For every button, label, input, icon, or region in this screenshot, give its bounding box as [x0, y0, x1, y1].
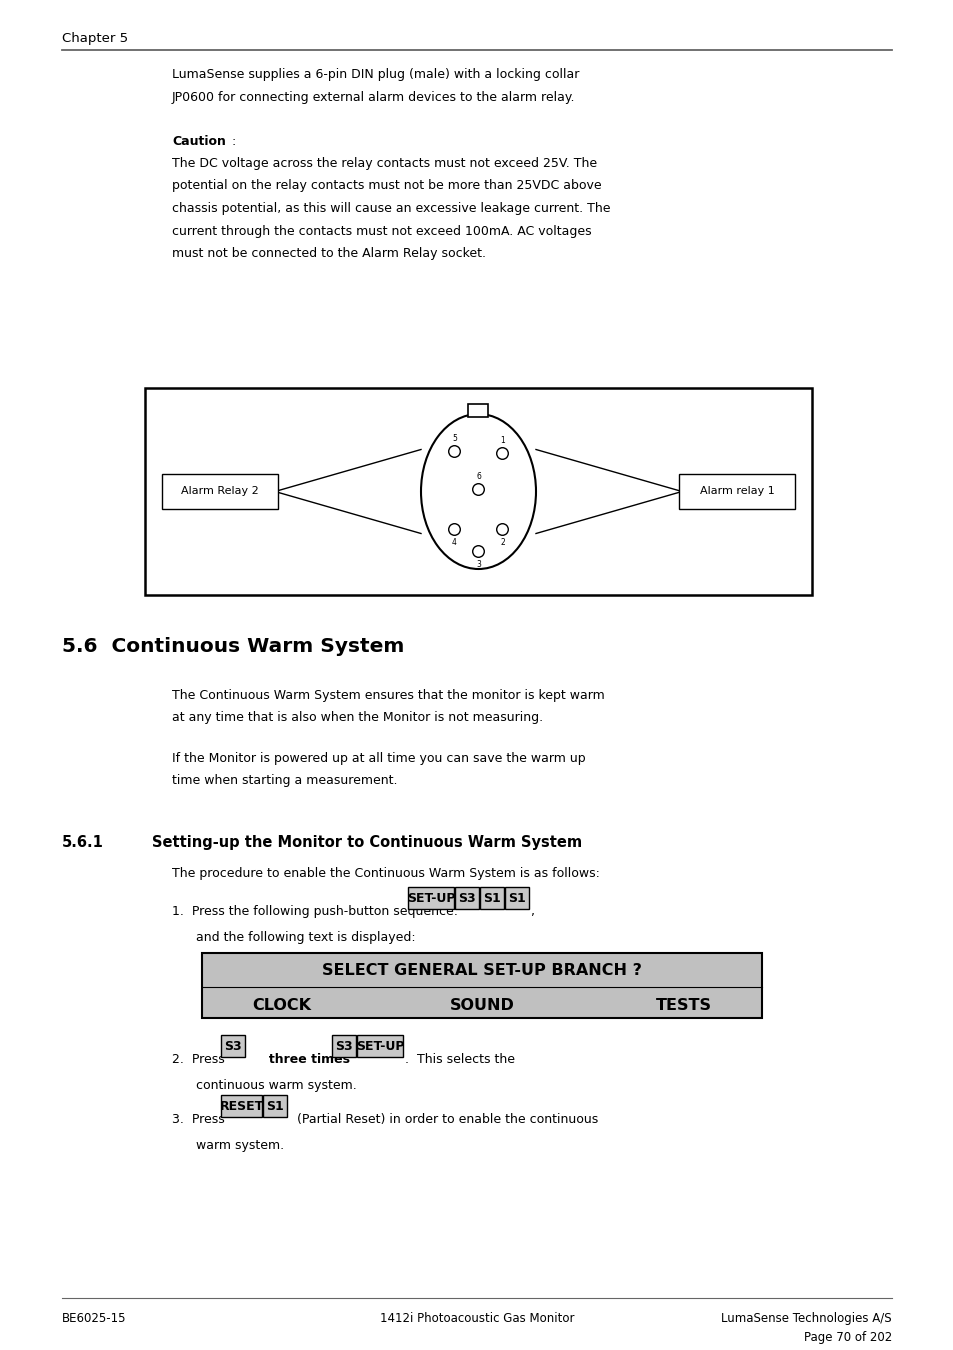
Text: S3: S3	[335, 1040, 353, 1053]
Text: Page 70 of 202: Page 70 of 202	[803, 1331, 891, 1345]
Text: TESTS: TESTS	[656, 998, 711, 1012]
Circle shape	[497, 448, 508, 459]
Text: S3: S3	[457, 891, 476, 904]
Text: warm system.: warm system.	[195, 1139, 284, 1152]
FancyBboxPatch shape	[504, 887, 528, 909]
Text: 3: 3	[476, 560, 480, 570]
FancyBboxPatch shape	[332, 1035, 355, 1057]
Text: three times: three times	[247, 1053, 355, 1066]
Bar	[202, 953, 761, 1018]
Text: Alarm Relay 2: Alarm Relay 2	[181, 486, 258, 497]
Text: Alarm relay 1: Alarm relay 1	[699, 486, 774, 497]
Circle shape	[497, 524, 508, 536]
Text: at any time that is also when the Monitor is not measuring.: at any time that is also when the Monito…	[172, 711, 542, 725]
Text: S1: S1	[266, 1099, 283, 1112]
Text: potential on the relay contacts must not be more than 25VDC above: potential on the relay contacts must not…	[172, 180, 601, 193]
Text: 3.  Press: 3. Press	[172, 1112, 229, 1126]
Text: If the Monitor is powered up at all time you can save the warm up: If the Monitor is powered up at all time…	[172, 752, 585, 765]
Text: The procedure to enable the Continuous Warm System is as follows:: The procedure to enable the Continuous W…	[172, 867, 599, 880]
Bar	[145, 387, 811, 595]
Text: .  This selects the: . This selects the	[405, 1053, 515, 1066]
Text: 2.  Press: 2. Press	[172, 1053, 229, 1066]
Text: must not be connected to the Alarm Relay socket.: must not be connected to the Alarm Relay…	[172, 247, 485, 261]
Text: The Continuous Warm System ensures that the monitor is kept warm: The Continuous Warm System ensures that …	[172, 688, 604, 702]
Text: 5.6  Continuous Warm System: 5.6 Continuous Warm System	[62, 637, 404, 656]
FancyBboxPatch shape	[162, 474, 277, 509]
Text: continuous warm system.: continuous warm system.	[195, 1079, 356, 1092]
Text: The DC voltage across the relay contacts must not exceed 25V. The: The DC voltage across the relay contacts…	[172, 157, 597, 170]
Circle shape	[448, 446, 459, 458]
FancyBboxPatch shape	[221, 1035, 245, 1057]
Text: BE6025-15: BE6025-15	[62, 1312, 127, 1324]
Text: LumaSense Technologies A/S: LumaSense Technologies A/S	[720, 1312, 891, 1324]
Text: SELECT GENERAL SET-UP BRANCH ?: SELECT GENERAL SET-UP BRANCH ?	[322, 963, 641, 977]
Text: ,: ,	[530, 904, 535, 918]
Text: Chapter 5: Chapter 5	[62, 32, 128, 45]
FancyBboxPatch shape	[408, 887, 454, 909]
Text: Caution: Caution	[172, 135, 226, 148]
Ellipse shape	[420, 414, 536, 568]
Text: time when starting a measurement.: time when starting a measurement.	[172, 775, 397, 787]
Text: 1.  Press the following push-button sequence:: 1. Press the following push-button seque…	[172, 904, 465, 918]
Text: 1412i Photoacoustic Gas Monitor: 1412i Photoacoustic Gas Monitor	[379, 1312, 574, 1324]
Text: 6: 6	[476, 471, 480, 481]
Circle shape	[472, 483, 484, 495]
FancyBboxPatch shape	[356, 1035, 403, 1057]
Text: SET-UP: SET-UP	[355, 1040, 404, 1053]
Text: RESET: RESET	[219, 1099, 263, 1112]
FancyBboxPatch shape	[221, 1095, 261, 1116]
Text: current through the contacts must not exceed 100mA. AC voltages: current through the contacts must not ex…	[172, 224, 591, 238]
Text: Setting-up the Monitor to Continuous Warm System: Setting-up the Monitor to Continuous War…	[152, 836, 581, 850]
Text: :: :	[232, 135, 236, 148]
Circle shape	[472, 545, 484, 558]
Text: chassis potential, as this will cause an excessive leakage current. The: chassis potential, as this will cause an…	[172, 202, 610, 215]
Text: 5: 5	[452, 433, 456, 443]
Text: (Partial Reset) in order to enable the continuous: (Partial Reset) in order to enable the c…	[289, 1112, 598, 1126]
Text: 4: 4	[452, 539, 456, 547]
FancyBboxPatch shape	[479, 887, 503, 909]
FancyBboxPatch shape	[679, 474, 794, 509]
Text: 5.6.1: 5.6.1	[62, 836, 104, 850]
Text: LumaSense supplies a 6-pin DIN plug (male) with a locking collar: LumaSense supplies a 6-pin DIN plug (mal…	[172, 68, 578, 81]
FancyBboxPatch shape	[455, 887, 478, 909]
FancyBboxPatch shape	[262, 1095, 287, 1116]
Text: and the following text is displayed:: and the following text is displayed:	[195, 931, 416, 944]
Text: S1: S1	[482, 891, 500, 904]
Text: S3: S3	[224, 1040, 242, 1053]
Text: CLOCK: CLOCK	[252, 998, 311, 1012]
Text: JP0600 for connecting external alarm devices to the alarm relay.: JP0600 for connecting external alarm dev…	[172, 90, 575, 104]
Text: 1: 1	[499, 436, 504, 444]
Text: SET-UP: SET-UP	[406, 891, 455, 904]
Text: 2: 2	[499, 539, 504, 547]
Text: SOUND: SOUND	[449, 998, 514, 1012]
Circle shape	[448, 524, 459, 536]
Text: S1: S1	[508, 891, 525, 904]
Bar	[468, 404, 488, 417]
